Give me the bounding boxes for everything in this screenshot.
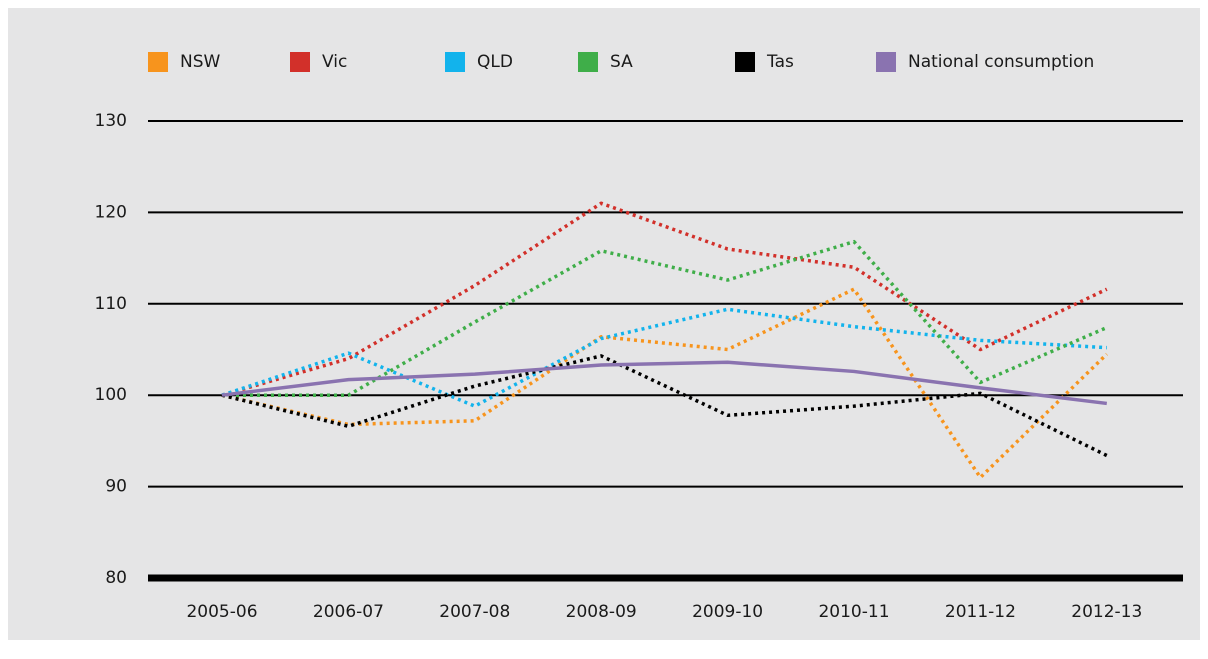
x-tick-label: 2007-08 xyxy=(439,602,510,622)
legend-label: SA xyxy=(610,52,633,72)
legend-label: National consumption xyxy=(908,52,1094,72)
y-tick-label: 80 xyxy=(105,568,127,588)
x-tick-label: 2005-06 xyxy=(186,602,257,622)
x-tick-label: 2010-11 xyxy=(818,602,889,622)
legend-swatch xyxy=(290,52,310,72)
legend-label: Tas xyxy=(766,52,794,72)
y-tick-label: 90 xyxy=(105,477,127,497)
chart-background xyxy=(8,8,1200,640)
legend-swatch xyxy=(578,52,598,72)
legend-label: Vic xyxy=(322,52,347,72)
series-line xyxy=(221,201,1108,397)
y-tick-label: 130 xyxy=(95,111,127,131)
legend-swatch xyxy=(735,52,755,72)
series-line xyxy=(221,360,1108,406)
legend-swatch xyxy=(876,52,896,72)
legend-label: NSW xyxy=(180,52,221,72)
legend-swatch xyxy=(445,52,465,72)
x-tick-label: 2009-10 xyxy=(692,602,763,622)
series-line xyxy=(221,307,1107,408)
x-tick-label: 2008-09 xyxy=(566,602,637,622)
series-line xyxy=(221,354,1108,458)
legend-label: QLD xyxy=(477,52,513,72)
x-tick-label: 2006-07 xyxy=(313,602,384,622)
y-tick-label: 120 xyxy=(95,202,127,222)
x-tick-label: 2012-13 xyxy=(1071,602,1142,622)
x-tick-label: 2011-12 xyxy=(945,602,1016,622)
series-line xyxy=(221,287,1109,480)
y-tick-label: 100 xyxy=(95,385,127,405)
legend-swatch xyxy=(148,52,168,72)
y-tick-label: 110 xyxy=(95,294,127,314)
